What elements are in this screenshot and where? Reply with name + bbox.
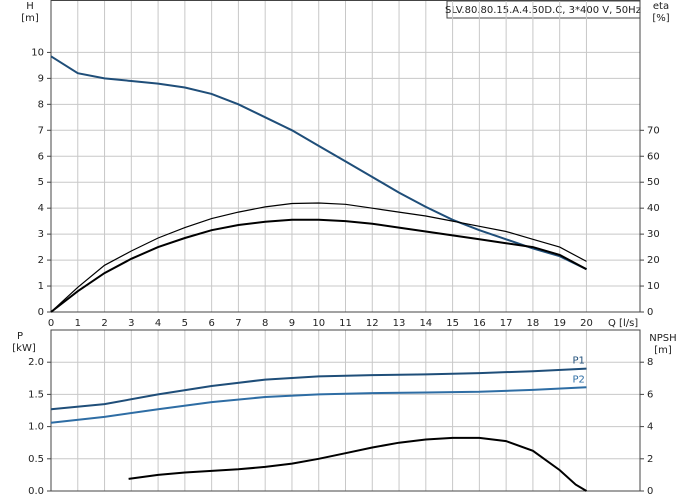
y2-tick-label: 8: [647, 357, 653, 368]
plot-frame: [50, 0, 641, 313]
y2-tick-label: 0: [647, 307, 653, 318]
y2-axis-label: eta: [653, 1, 669, 12]
x-tick-label: 2: [101, 318, 107, 329]
series-label: P1: [572, 356, 584, 367]
x-tick-label: 0: [48, 318, 54, 329]
series-label: P2: [572, 374, 584, 385]
x-tick-label: 20: [580, 318, 593, 329]
y2-axis-unit: [m]: [654, 345, 672, 356]
y2-tick-label: 4: [647, 422, 653, 433]
y2-axis-label: NPSH: [649, 333, 676, 344]
curve: [50, 386, 587, 424]
x-tick-label: 10: [312, 318, 325, 329]
x-tick-label: 16: [473, 318, 486, 329]
y-tick-label: 7: [38, 125, 44, 136]
y2-tick-label: 10: [647, 281, 660, 292]
y2-tick-label: 0: [647, 486, 653, 497]
curve: [50, 218, 587, 313]
x-tick-label: 5: [182, 318, 188, 329]
y-tick-label: 6: [38, 151, 44, 162]
x-tick-label: 9: [289, 318, 295, 329]
y-tick-label: 2: [38, 255, 44, 266]
y2-tick-label: 6: [647, 389, 653, 400]
y-axis-label: H: [26, 1, 34, 12]
x-tick-label: 12: [366, 318, 379, 329]
y-tick-label: 5: [38, 177, 44, 188]
y2-tick-label: 70: [647, 125, 660, 136]
x-tick-label: 7: [235, 318, 241, 329]
y-tick-label: 1.5: [28, 389, 44, 400]
x-tick-label: 11: [339, 318, 352, 329]
x-tick-label: 15: [446, 318, 459, 329]
y2-tick-label: 60: [647, 151, 660, 162]
plot-frame: [50, 329, 641, 492]
y-tick-label: 10: [31, 47, 44, 58]
x-tick-label: 14: [419, 318, 432, 329]
y-axis-unit: [m]: [21, 13, 39, 24]
y2-tick-label: 50: [647, 177, 660, 188]
y-tick-label: 8: [38, 99, 44, 110]
curve: [50, 55, 587, 271]
x-tick-label: 13: [393, 318, 406, 329]
y-axis-label: P: [17, 331, 23, 342]
x-tick-label: 3: [128, 318, 134, 329]
y2-axis-unit: [%]: [652, 13, 669, 24]
y-tick-label: 0: [38, 307, 44, 318]
y-tick-label: 4: [38, 203, 44, 214]
x-axis-label: Q [l/s]: [608, 318, 638, 329]
y-tick-label: 0.0: [28, 486, 44, 497]
x-tick-label: 1: [75, 318, 81, 329]
y-tick-label: 0.5: [28, 454, 44, 465]
y-tick-label: 9: [38, 73, 44, 84]
y2-tick-label: 2: [647, 454, 653, 465]
y-axis-unit: [kW]: [12, 343, 36, 354]
y2-tick-label: 30: [647, 229, 660, 240]
x-tick-label: 17: [500, 318, 513, 329]
y-tick-label: 2.0: [28, 357, 44, 368]
y-tick-label: 1: [38, 281, 44, 292]
curve: [50, 367, 587, 411]
curve: [128, 436, 588, 492]
y2-tick-label: 20: [647, 255, 660, 266]
x-tick-label: 6: [208, 318, 214, 329]
x-tick-label: 4: [155, 318, 161, 329]
x-tick-label: 8: [262, 318, 268, 329]
y2-tick-label: 40: [647, 203, 660, 214]
curve: [50, 202, 587, 313]
x-tick-label: 18: [527, 318, 540, 329]
chart-title: SLV.80.80.15.A.4.50D.C, 3*400 V, 50Hz: [445, 5, 641, 16]
y-tick-label: 3: [38, 229, 44, 240]
x-tick-label: 19: [553, 318, 566, 329]
y-tick-label: 1.0: [28, 422, 44, 433]
